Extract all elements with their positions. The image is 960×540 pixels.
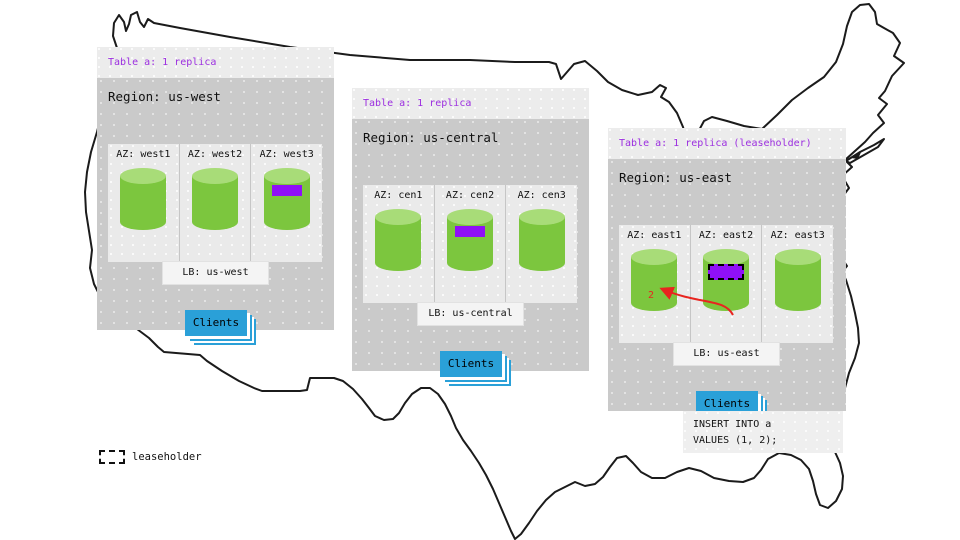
replica-marker xyxy=(455,226,485,237)
cylinder-top xyxy=(375,209,422,225)
region-body: Region: us-central AZ: cen1 AZ: cen2 xyxy=(352,119,589,377)
az-zone: AZ: east2 xyxy=(691,225,763,343)
database-cylinder xyxy=(120,168,167,230)
leaseholder-replica-marker xyxy=(708,264,744,280)
region-panel-us-west: Table a: 1 replica Region: us-west AZ: w… xyxy=(97,47,334,336)
az-group: AZ: cen1 AZ: cen2 AZ: xyxy=(363,185,577,303)
cylinder-body xyxy=(631,257,678,311)
clients-button: Clients xyxy=(185,310,247,336)
database-cylinder xyxy=(375,209,422,271)
az-zone: AZ: west3 xyxy=(251,144,322,262)
region-title: Region: us-east xyxy=(619,170,732,185)
cylinder-body xyxy=(518,217,565,271)
region-panel-us-central: Table a: 1 replica Region: us-central AZ… xyxy=(352,88,589,377)
cylinder-top xyxy=(518,209,565,225)
database-cylinder xyxy=(263,168,310,230)
cylinder-body xyxy=(774,257,821,311)
az-zone: AZ: cen3 xyxy=(506,185,577,303)
sql-line: INSERT INTO a xyxy=(693,419,772,430)
region-body: Region: us-west AZ: west1 AZ: west2 xyxy=(97,78,334,336)
database-cylinder xyxy=(774,249,821,311)
az-label: AZ: west2 xyxy=(187,149,243,160)
cylinder-top xyxy=(447,209,493,225)
leaseholder-legend-swatch xyxy=(99,450,125,464)
az-group: AZ: east1 AZ: east2 AZ xyxy=(619,225,833,343)
cylinder-top xyxy=(774,249,821,265)
az-label: AZ: west1 xyxy=(116,149,171,160)
clients-button: Clients xyxy=(440,351,502,377)
cylinder-top xyxy=(192,168,238,184)
region-panel-us-east: Table a: 1 replica (leaseholder) Region:… xyxy=(608,128,846,417)
cylinder-body xyxy=(375,217,422,271)
table-replica-label: Table a: 1 replica xyxy=(97,47,334,78)
replica-marker xyxy=(271,185,302,196)
az-label: AZ: cen3 xyxy=(517,190,566,201)
database-cylinder xyxy=(192,168,238,230)
az-zone: AZ: east3 xyxy=(762,225,833,343)
az-label: AZ: east3 xyxy=(770,230,825,241)
database-cylinder xyxy=(518,209,565,271)
legend: leaseholder xyxy=(99,450,202,464)
sql-insert-note: INSERT INTO a VALUES (1, 2); xyxy=(683,411,843,453)
load-balancer-box: LB: us-central xyxy=(417,302,524,326)
long-island-outline xyxy=(845,138,885,164)
database-cylinder xyxy=(703,249,749,311)
database-cylinder xyxy=(447,209,493,271)
az-group: AZ: west1 AZ: west2 AZ xyxy=(108,144,322,262)
region-title: Region: us-central xyxy=(363,130,499,145)
cylinder-top xyxy=(263,168,310,184)
az-zone: AZ: cen2 xyxy=(435,185,507,303)
table-replica-label: Table a: 1 replica xyxy=(352,88,589,119)
load-balancer-box: LB: us-west xyxy=(162,261,269,285)
az-zone: AZ: west1 xyxy=(108,144,180,262)
az-zone: AZ: west2 xyxy=(180,144,252,262)
az-zone: AZ: cen1 xyxy=(363,185,435,303)
load-balancer-box: LB: us-east xyxy=(673,342,780,366)
az-label: AZ: cen1 xyxy=(374,190,423,201)
region-body: Region: us-east AZ: east1 AZ: east2 xyxy=(608,159,846,417)
az-label: AZ: east1 xyxy=(627,230,682,241)
leaseholder-legend-label: leaseholder xyxy=(132,451,202,463)
cylinder-top xyxy=(120,168,167,184)
region-title: Region: us-west xyxy=(108,89,221,104)
table-replica-label: Table a: 1 replica (leaseholder) xyxy=(608,128,846,159)
az-label: AZ: east2 xyxy=(698,230,754,241)
cylinder-top xyxy=(703,249,749,265)
cylinder-body xyxy=(192,176,238,230)
az-label: AZ: west3 xyxy=(259,149,314,160)
arrow-step-number: 2 xyxy=(648,290,655,301)
database-cylinder xyxy=(631,249,678,311)
cylinder-body xyxy=(120,176,167,230)
sql-line: VALUES (1, 2); xyxy=(693,435,778,446)
cylinder-top xyxy=(631,249,678,265)
az-zone: AZ: east1 xyxy=(619,225,691,343)
az-label: AZ: cen2 xyxy=(445,190,495,201)
